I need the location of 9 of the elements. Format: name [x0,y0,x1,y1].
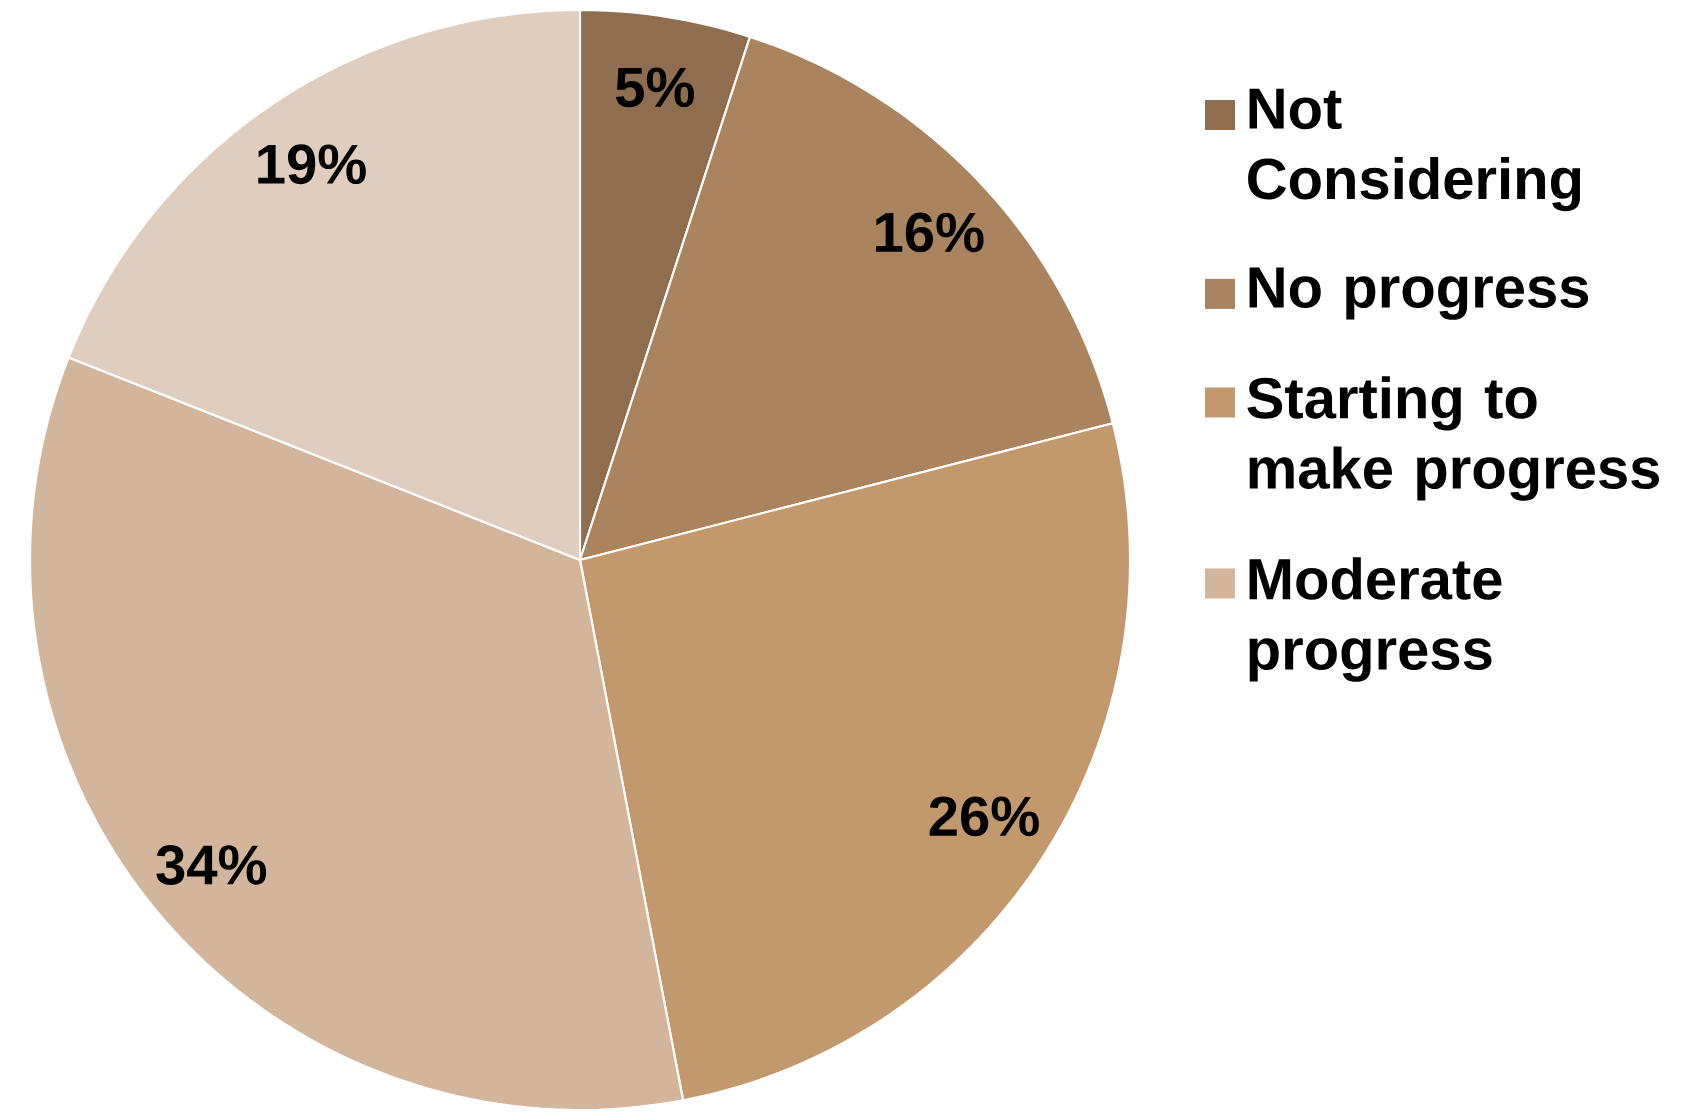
data-label: 5% [615,67,694,108]
legend-label: Starting to make progress [1247,376,1660,501]
data-label: 16% [876,212,984,253]
data-label: 19% [258,144,366,185]
data-label: 34% [156,845,267,885]
legend-label: No progress [1249,267,1589,320]
legend-label: Moderate progress [1249,557,1502,682]
data-label: 26% [929,796,1039,837]
legend-label: Not Considering [1248,88,1581,212]
